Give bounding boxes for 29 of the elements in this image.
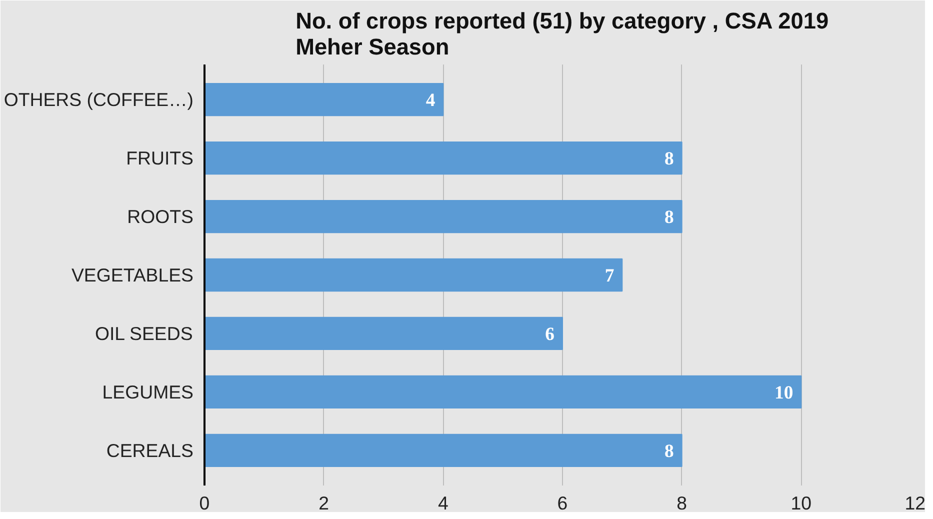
x-tick-label: 8 — [676, 492, 688, 514]
data-label: 6 — [545, 324, 554, 345]
data-label: 4 — [426, 90, 436, 112]
x-tick-label: 0 — [199, 492, 210, 514]
y-tick-label: OTHERS (COFFEE…) — [4, 89, 194, 110]
x-tick-label: 6 — [557, 492, 568, 514]
bar — [204, 83, 444, 116]
y-tick-label: ROOTS — [127, 206, 194, 228]
bar — [204, 375, 802, 409]
y-tick-label: LEGUMES — [102, 381, 194, 402]
y-tick-label: FRUITS — [126, 148, 194, 169]
y-tick-label: VEGETABLES — [71, 264, 194, 286]
bar — [204, 434, 682, 467]
y-tick-label: OIL SEEDS — [95, 322, 193, 344]
chart-title: No. of crops reported (51) by category , CSA 2019 Meher Season — [296, 8, 829, 60]
data-label: 8 — [664, 148, 674, 170]
bar — [204, 200, 682, 234]
data-label: 7 — [604, 266, 614, 286]
y-tick-label: CEREALS — [106, 440, 194, 461]
x-tick-label: 2 — [318, 492, 330, 514]
bar — [204, 316, 563, 350]
data-label: 8 — [664, 207, 674, 228]
x-tick-label: 12 — [904, 492, 926, 514]
data-label: 10 — [774, 382, 794, 404]
data-label: 8 — [664, 440, 674, 462]
x-tick-label: 4 — [438, 492, 448, 514]
bar — [204, 141, 682, 175]
x-tick-label: 10 — [790, 492, 812, 514]
bar — [204, 258, 623, 292]
